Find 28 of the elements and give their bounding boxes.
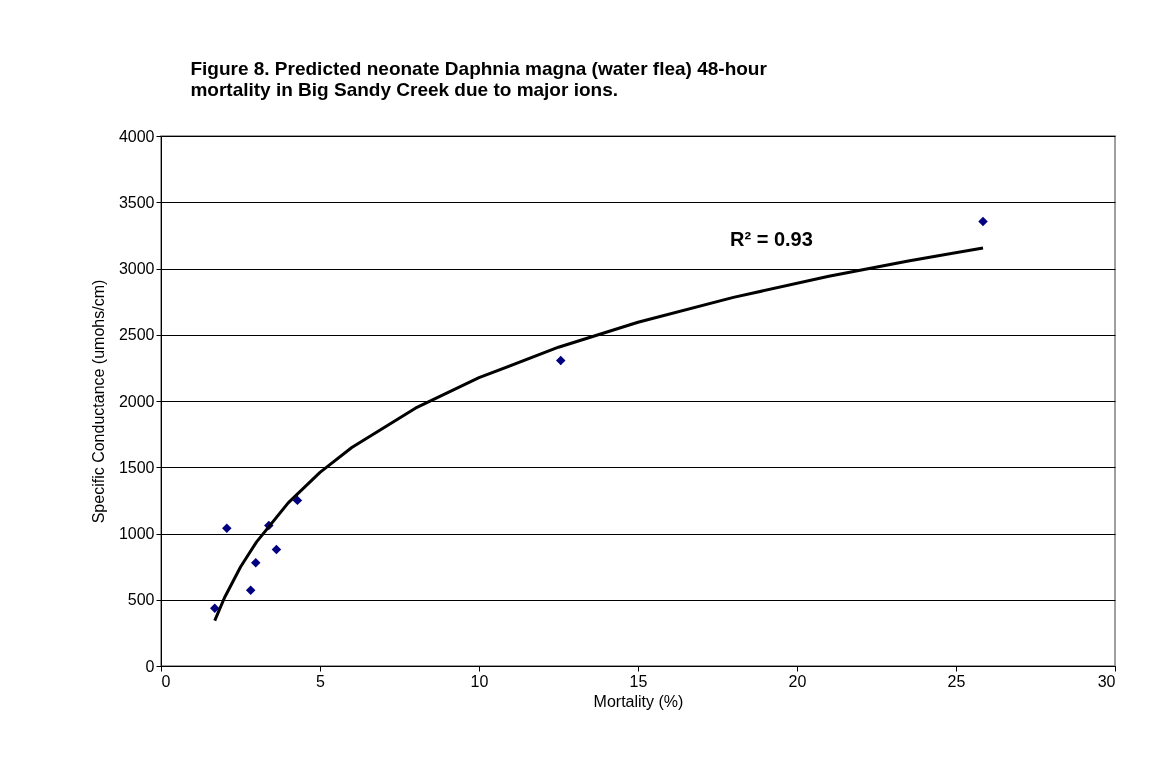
point — [292, 495, 303, 506]
y-tick-label: 500 — [127, 591, 155, 609]
x-tick-label: 15 — [629, 672, 648, 690]
x-tick-label: 0 — [161, 672, 171, 690]
y-tick-label: 1000 — [118, 525, 155, 542]
point — [210, 603, 220, 614]
y-tick-label: 1500 — [118, 458, 155, 476]
x-tick-label: 5 — [316, 672, 326, 690]
point — [245, 585, 256, 595]
point — [978, 216, 988, 227]
x-tick-label: 25 — [947, 672, 966, 690]
chart-title: Figure 8. Predicted neonate Daphnia magna (water flea) 48-hour mortality in Big Sandy Creek due to major ions. — [190, 58, 768, 100]
y-tick-label: 4000 — [118, 127, 155, 145]
annotation: R² = 0.93 — [730, 228, 813, 250]
y-tick-label: 0 — [145, 657, 155, 675]
y-axis-title: Specific Conductance (umohs/cm) — [89, 279, 107, 524]
x-tick-label: 30 — [1097, 672, 1116, 690]
point — [222, 523, 232, 533]
y-tick-label: 2500 — [118, 326, 155, 344]
x-axis-title: Mortality (%) — [593, 692, 684, 710]
point — [271, 544, 282, 555]
x-tick-label: 20 — [788, 672, 807, 690]
x-tick-label: 10 — [470, 672, 489, 690]
y-tick-label: 3500 — [118, 193, 155, 211]
y-tick-label: 2000 — [118, 392, 155, 410]
point — [555, 355, 566, 366]
y-tick-label: 3000 — [118, 260, 155, 277]
point — [251, 557, 261, 568]
